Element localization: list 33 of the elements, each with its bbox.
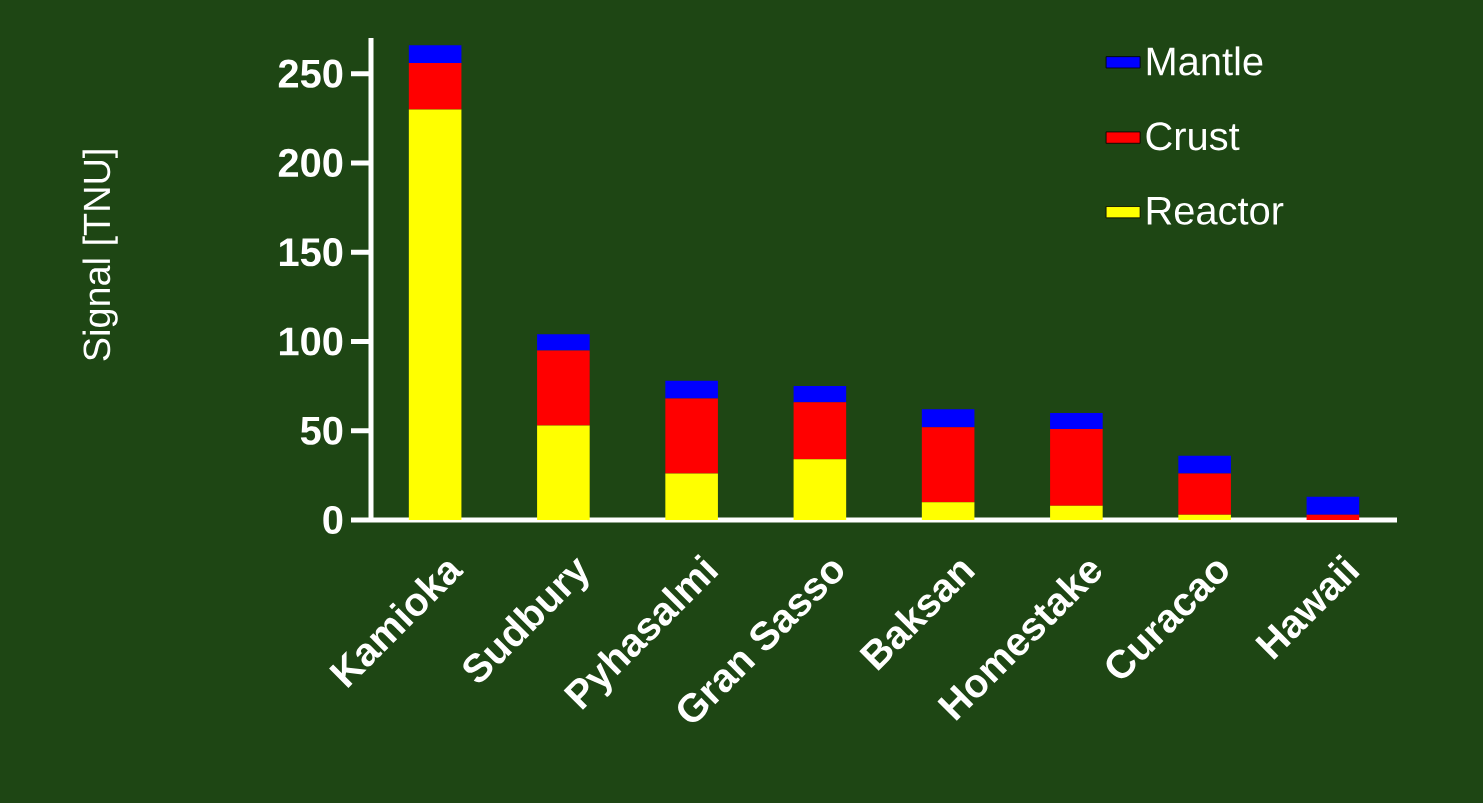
bar	[1050, 428, 1103, 506]
bar	[921, 427, 975, 503]
bar	[1178, 455, 1231, 474]
bar	[408, 45, 462, 63]
bar	[1050, 505, 1103, 520]
legend-label: Crust	[1146, 122, 1240, 151]
y-tick-label: 100	[279, 327, 343, 356]
bar	[665, 398, 718, 474]
bar	[665, 473, 718, 520]
bar	[1178, 514, 1231, 520]
bar	[408, 109, 462, 520]
bar	[793, 402, 847, 460]
bar	[793, 386, 847, 403]
bar	[921, 409, 975, 428]
bar	[665, 380, 718, 399]
bar	[1050, 412, 1103, 429]
y-tick-label: 0	[323, 505, 343, 535]
bar	[1306, 496, 1360, 515]
y-axis-title: Signal [TNU]	[82, 150, 118, 361]
bar	[1178, 473, 1231, 515]
y-tick-label: 250	[278, 59, 343, 88]
bar	[1306, 514, 1360, 520]
bar	[537, 334, 590, 351]
y-tick-label: 150	[279, 238, 343, 267]
bar	[537, 350, 590, 426]
legend-label: Reactor	[1147, 196, 1284, 225]
bar	[793, 459, 847, 520]
y-tick-label: 200	[278, 148, 343, 178]
bar	[537, 425, 590, 520]
legend-label: Mantle	[1147, 46, 1263, 76]
y-tick-label: 50	[300, 416, 343, 445]
bar	[921, 502, 975, 520]
bar	[408, 62, 462, 110]
